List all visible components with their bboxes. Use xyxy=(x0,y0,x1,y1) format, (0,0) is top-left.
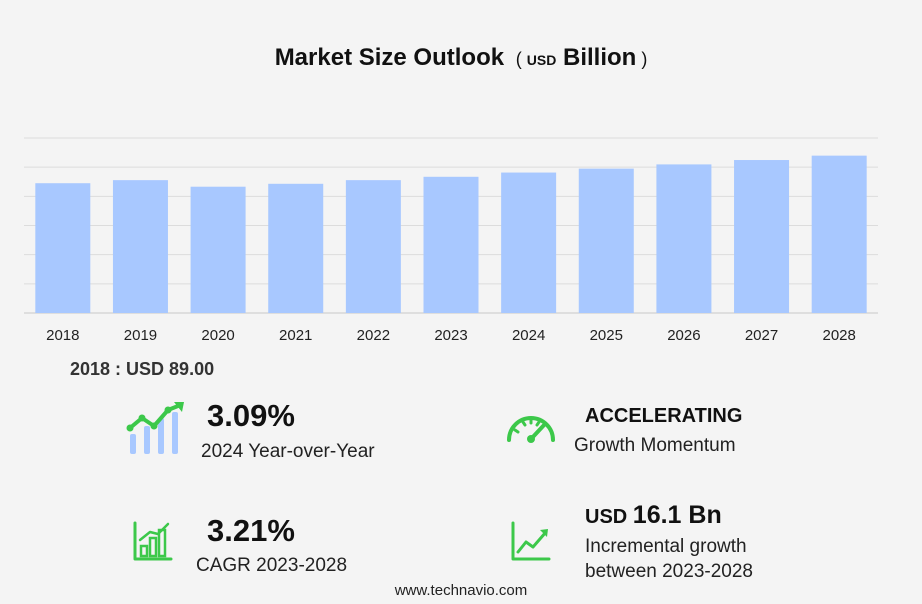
x-tick-label-2024: 2024 xyxy=(512,327,545,344)
title-paren-close: ) xyxy=(636,49,648,69)
bar-2018[interactable] xyxy=(35,183,91,313)
title-unit-prefix: USD xyxy=(526,52,557,68)
source-link[interactable]: www.technavio.com xyxy=(394,582,528,599)
incremental-label-1: Incremental growth xyxy=(585,536,747,557)
title-main: Market Size Outlook xyxy=(274,44,505,71)
cagr-value: 3.21% xyxy=(207,513,295,548)
bar-2022[interactable] xyxy=(345,180,401,313)
x-tick-label-2021: 2021 xyxy=(279,327,312,344)
yoy-label: 2024 Year-over-Year xyxy=(201,441,375,462)
speedometer-icon xyxy=(507,416,555,443)
incremental-label-2: between 2023-2028 xyxy=(585,561,753,582)
x-tick-label-2025: 2025 xyxy=(590,327,623,344)
bar-2026[interactable] xyxy=(656,164,712,313)
x-tick-label-2020: 2020 xyxy=(201,327,234,344)
bar-2021[interactable] xyxy=(268,183,324,313)
bar-chart: 2018 2019 2020 2021 2022 2023 2024 2025 2026 2027… xyxy=(24,137,878,344)
chart-title: Market Size Outlook ( USD Billion ) xyxy=(0,44,922,72)
bar-2024[interactable] xyxy=(501,172,557,313)
incremental-amount: 16.1 Bn xyxy=(632,501,722,529)
title-unit: Billion xyxy=(562,44,637,71)
title-paren-open: ( xyxy=(510,49,527,69)
incremental-trend-icon xyxy=(511,521,551,561)
x-tick-label-2022: 2022 xyxy=(357,327,390,344)
incremental-value: USD 16.1 Bn xyxy=(585,501,722,530)
yoy-value: 3.09% xyxy=(207,398,295,433)
bar-2023[interactable] xyxy=(423,176,479,313)
x-tick-label-2023: 2023 xyxy=(434,327,467,344)
bar-2025[interactable] xyxy=(578,168,634,313)
x-tick-label-2026: 2026 xyxy=(667,327,700,344)
x-tick-label-2019: 2019 xyxy=(124,327,157,344)
x-tick-label-2027: 2027 xyxy=(745,327,778,344)
cagr-label: CAGR 2023-2028 xyxy=(196,555,348,576)
bar-2019[interactable] xyxy=(112,180,168,313)
bar-2027[interactable] xyxy=(734,160,790,313)
bar-2020[interactable] xyxy=(190,186,246,313)
momentum-label: Growth Momentum xyxy=(574,435,736,456)
incremental-prefix: USD xyxy=(585,506,628,528)
momentum-value: ACCELERATING xyxy=(585,405,743,427)
growth-bars-icon xyxy=(126,402,184,454)
bar-2028[interactable] xyxy=(811,155,867,313)
cagr-chart-icon xyxy=(133,521,173,561)
x-tick-label-2028: 2028 xyxy=(822,327,855,344)
x-tick-label-2018: 2018 xyxy=(46,327,79,344)
base-year-value: 2018 : USD 89.00 xyxy=(70,359,215,379)
